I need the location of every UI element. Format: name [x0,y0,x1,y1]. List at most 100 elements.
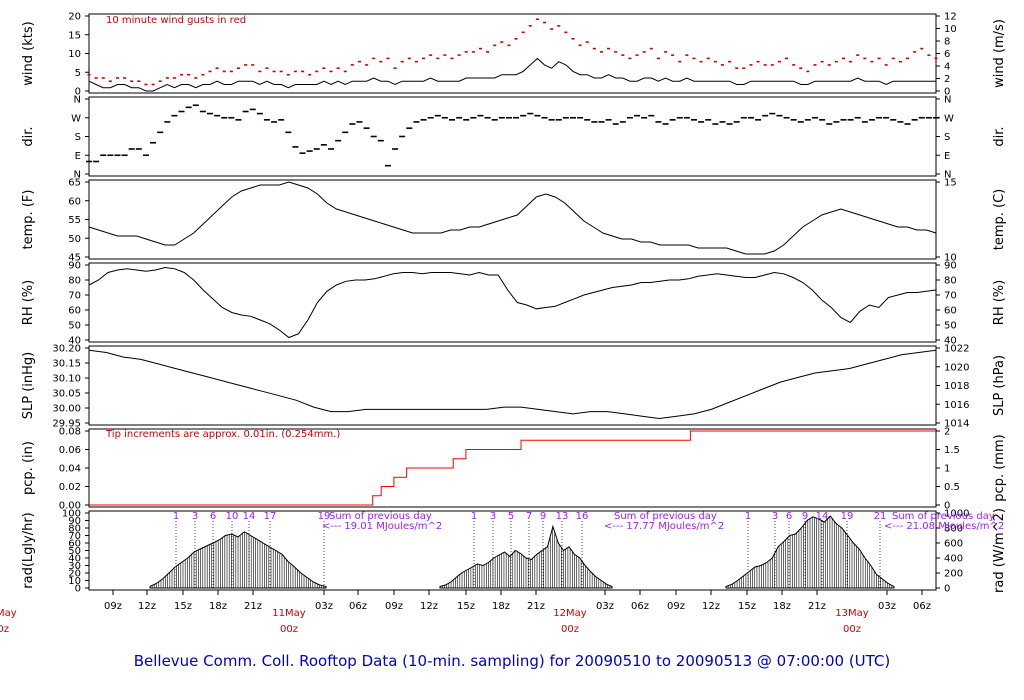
wind-gust-point [834,60,838,63]
wind-direction-point [904,123,911,125]
wind-gust-point [763,64,767,66]
wind-gust-point [293,70,297,73]
wind-gust-point [856,54,860,56]
wind-direction-point [142,154,149,157]
wind-gust-point [920,47,924,50]
wind-gust-point [350,64,354,66]
x-tick-label: 03z [315,601,333,612]
panel-wind-yaxis-left-tick-label: 15 [68,30,81,41]
wind-gust-point [735,67,739,69]
wind-gust-point [706,57,710,60]
radiation-sum-label: Sum of previous day [614,511,717,522]
wind-gust-point [222,70,226,73]
wind-direction-point [441,116,448,119]
wind-gust-point [514,38,518,40]
wind-gust-point [357,60,361,63]
wind-gust-point [115,77,119,79]
wind-gust-point [528,24,532,27]
wind-direction-point [335,139,342,142]
radiation-hour-label: 17 [264,511,277,522]
panel-wind-yaxis-left-tick-label: 20 [68,12,81,23]
wind-gust-point [123,77,127,79]
wind-direction-point [256,112,263,115]
wind-direction-point [648,114,655,117]
x-tick-label: 12z [138,601,156,612]
wind-direction-point [804,119,811,121]
wind-direction-point [320,144,327,146]
wind-direction-point [826,123,833,125]
radiation-hour-label: 3 [490,511,496,522]
panel-dir-yaxis-right-tick-label: S [944,132,950,143]
wind-direction-point [833,121,840,123]
wind-gust-point [557,24,561,27]
wind-gust-point [678,60,682,63]
radiation-hour-label: 1 [745,511,751,522]
wind-direction-point [263,119,270,121]
wind-direction-point [861,121,868,123]
wind-direction-point [847,119,854,121]
wind-gust-point [578,44,582,47]
wind-gust-point [87,73,91,76]
radiation-hour-label: 3 [772,511,778,522]
wind-direction-point [691,119,697,121]
wind-direction-point [185,106,192,109]
wind-gust-point [827,64,831,66]
wind-gust-point [628,57,632,60]
wind-direction-point [292,146,299,148]
panel-slp-yaxis-right-tick-label: 1014 [944,419,969,430]
wind-gust-point [151,83,155,86]
wind-gust-point [571,38,575,40]
panel-dir-yaxis-left-tick-label: S [75,132,81,143]
panel-rad-yaxis-left-tick-label: 60 [68,539,81,550]
wind-gust-point [301,70,305,73]
wind-direction-point [207,112,213,115]
panel-pcp-yaxis-left-tick-label: 0.02 [59,482,81,493]
wind-direction-point [683,116,690,119]
wind-direction-point [769,112,776,115]
wind-gust-point [414,60,418,63]
wind-gust-point [777,60,781,63]
wind-direction-point [413,121,420,123]
precip-annotation: Tip increments are approx. 0.01in. (0.25… [105,429,340,440]
wind-direction-point [128,148,135,150]
x-tick-label: 09z [667,601,685,612]
panel-wind-yaxis-right-tick-label: 12 [944,12,957,23]
day-label-time: 00z [843,624,861,635]
panel-pcp-yaxis-left-tick-label: 0.08 [59,427,81,438]
panel-wind-yaxis-left-tick-label: 10 [68,49,81,60]
panel-rh-yaxis-left-tick-label: 90 [68,261,81,272]
panel-rad-yaxis-left-tick-label: 80 [68,524,81,535]
panel-wind-yaxis-right-tick-label: 6 [944,49,950,60]
day-label-time: 00z [280,624,298,635]
panel-wind-yaxis-right-tick-label: 8 [944,37,950,48]
wind-gust-point [728,60,732,63]
wind-direction-point [328,148,334,150]
wind-direction-point [733,121,740,123]
panel-pcp-ylabel-left: pcp. (in) [21,441,36,495]
panel-wind-yaxis-right-tick-label: 4 [944,62,950,73]
panel-rh-yaxis-right-tick-label: 80 [944,276,957,287]
panel-dir-ylabel-right: dir. [992,126,1007,146]
wind-gust-point [863,57,867,60]
wind-gust-point [585,41,589,43]
panel-slp-yaxis-left-tick-label: 29.95 [52,419,81,430]
radiation-sum-label: Sum of previous day [329,511,432,522]
panel-rh-yaxis-right-tick-label: 70 [944,291,957,302]
wind-gust-point [172,77,176,79]
wind-gust-point [379,60,383,63]
wind-gust-point [478,47,482,50]
radiation-hour-label: 14 [243,511,256,522]
wind-gust-point [877,57,881,60]
radiation-hour-label: 5 [508,511,514,522]
x-tick-label: 06z [631,601,649,612]
wind-direction-point [513,116,520,119]
panel-rad-yaxis-left-tick-label: 0 [75,584,81,595]
panel-dir-yaxis-right-tick-label: E [944,151,950,162]
radiation-hour-label: 19 [318,511,331,522]
wind-gust-point [671,54,675,56]
panel-slp-ylabel-right: SLP (hPa) [992,355,1007,416]
wind-direction-point [491,119,498,121]
x-tick-label: 15z [174,601,192,612]
wind-direction-point [868,119,875,121]
